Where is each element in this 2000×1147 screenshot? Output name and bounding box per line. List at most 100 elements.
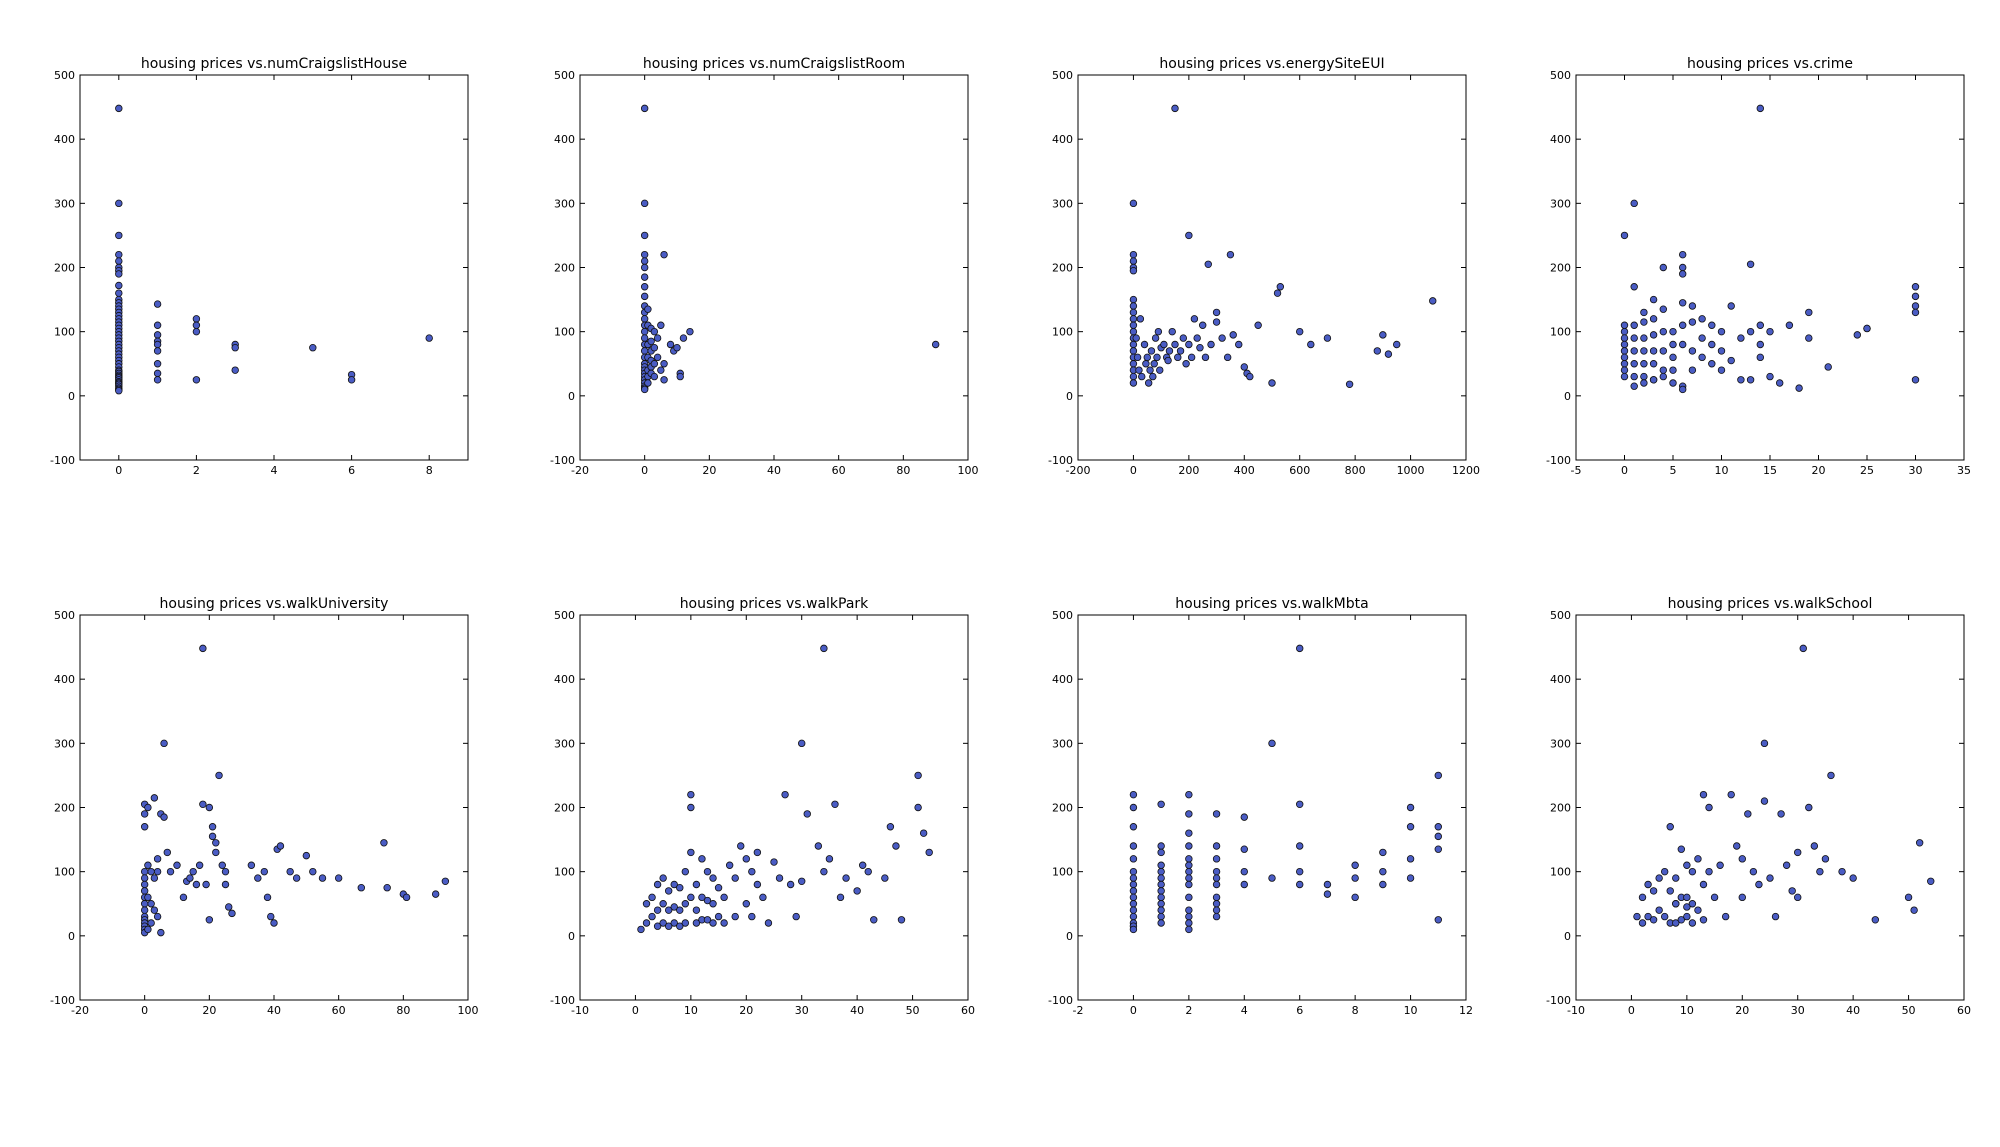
- x-tick-label: 20: [202, 1004, 216, 1017]
- data-point: [1717, 347, 1726, 355]
- data-point: [803, 810, 811, 818]
- data-point: [115, 257, 123, 265]
- data-point: [1129, 900, 1138, 908]
- data-point: [231, 344, 239, 352]
- data-point: [1307, 340, 1315, 349]
- data-point: [687, 893, 695, 902]
- data-point: [1379, 848, 1387, 857]
- data-point: [1157, 919, 1165, 927]
- data-point: [208, 823, 217, 831]
- data-point: [1620, 360, 1629, 368]
- data-point: [1727, 356, 1735, 365]
- data-point: [1156, 366, 1164, 374]
- data-point: [1185, 925, 1193, 934]
- data-point: [1185, 810, 1193, 818]
- data-point: [1738, 855, 1746, 863]
- data-point: [676, 922, 684, 930]
- data-point: [1727, 790, 1735, 799]
- y-tick-label: -100: [1048, 454, 1073, 467]
- data-point: [1157, 867, 1165, 876]
- x-tick-label: 800: [1345, 464, 1366, 477]
- data-point: [681, 900, 690, 908]
- data-point: [286, 867, 294, 876]
- y-tick-label: 300: [54, 197, 75, 210]
- data-point: [836, 893, 845, 902]
- data-point: [199, 800, 207, 808]
- data-point: [1296, 880, 1304, 889]
- x-tick-label: 10: [1404, 1004, 1418, 1017]
- data-point: [640, 385, 649, 394]
- data-point: [309, 867, 317, 876]
- data-point: [1268, 874, 1276, 882]
- data-point: [1678, 263, 1687, 272]
- data-point: [153, 867, 162, 876]
- data-point: [1351, 893, 1359, 902]
- data-point: [1677, 916, 1686, 924]
- plot-title: housing prices vs.walkUniversity: [160, 596, 389, 612]
- data-point: [1129, 925, 1138, 934]
- data-point: [1911, 283, 1920, 291]
- data-point: [270, 919, 278, 927]
- data-point: [709, 919, 717, 927]
- x-tick-label: 12: [1459, 1004, 1473, 1017]
- x-tick-label: 10: [1680, 1004, 1694, 1017]
- data-point: [1638, 919, 1647, 927]
- data-point: [1129, 379, 1138, 387]
- data-point: [140, 823, 149, 831]
- data-point: [660, 376, 668, 384]
- data-point: [681, 919, 690, 927]
- data-point: [221, 867, 230, 876]
- data-point: [1240, 845, 1248, 853]
- data-point: [692, 880, 701, 889]
- data-point: [640, 250, 649, 259]
- data-point: [1393, 340, 1401, 349]
- data-point: [1620, 353, 1629, 362]
- data-point: [1655, 906, 1663, 914]
- data-point: [1666, 887, 1674, 895]
- data-point: [225, 903, 233, 911]
- data-point: [653, 922, 662, 930]
- data-point: [642, 900, 651, 908]
- x-tick-label: 0: [1130, 1004, 1137, 1017]
- data-point: [1630, 347, 1638, 355]
- data-point: [1749, 867, 1758, 876]
- data-point: [380, 839, 388, 847]
- data-point: [664, 922, 673, 930]
- data-point: [1157, 874, 1165, 882]
- y-tick-label: 500: [1550, 609, 1571, 622]
- x-tick-label: 1000: [1397, 464, 1425, 477]
- data-point: [1240, 813, 1248, 821]
- data-point: [1168, 327, 1176, 336]
- data-point: [1659, 366, 1667, 374]
- data-point: [1176, 347, 1185, 355]
- data-point: [1129, 257, 1138, 265]
- data-point: [842, 874, 850, 882]
- x-tick-label: 0: [632, 1004, 639, 1017]
- data-point: [1927, 877, 1935, 885]
- data-point: [1406, 823, 1415, 831]
- data-point: [753, 848, 762, 857]
- data-point: [1756, 340, 1764, 349]
- data-point: [1620, 372, 1629, 381]
- data-point: [150, 794, 159, 802]
- x-tick-label: 400: [1234, 464, 1255, 477]
- y-tick-label: 400: [1550, 133, 1571, 146]
- data-point: [357, 884, 365, 892]
- y-tick-label: 0: [1564, 930, 1571, 943]
- data-point: [1240, 867, 1248, 876]
- data-point: [1129, 855, 1138, 863]
- data-point: [425, 334, 433, 342]
- data-point: [1620, 327, 1629, 336]
- data-point: [153, 912, 162, 921]
- data-point: [657, 321, 665, 329]
- data-point: [1688, 347, 1697, 355]
- data-point: [731, 874, 739, 882]
- data-point: [1640, 308, 1648, 317]
- data-point: [1185, 919, 1193, 927]
- data-point: [640, 231, 649, 240]
- data-point: [1185, 874, 1193, 882]
- data-point: [640, 199, 649, 208]
- data-point: [1640, 318, 1648, 326]
- data-point: [1129, 340, 1138, 349]
- data-point: [659, 874, 667, 882]
